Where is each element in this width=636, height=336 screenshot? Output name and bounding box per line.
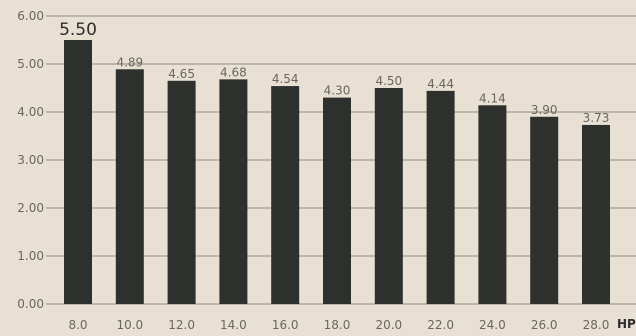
bar	[478, 105, 507, 304]
x-tick-label: 8.0	[68, 318, 87, 332]
bar-value-label: 4.65	[168, 67, 195, 81]
bar-value-label: 4.44	[427, 77, 454, 91]
x-tick-label: 16.0	[272, 318, 299, 332]
bar-value-label: 4.68	[220, 65, 247, 79]
x-tick-label: 12.0	[168, 318, 195, 332]
y-tick-label: 4.00	[17, 105, 44, 119]
bar-value-label: 4.50	[375, 74, 402, 88]
y-tick-label: 6.00	[17, 9, 44, 23]
bars	[64, 40, 610, 305]
bar	[426, 90, 455, 304]
y-tick-label: 0.00	[17, 297, 44, 311]
data-labels: 5.50 4.89 4.65 4.68 4.54 4.30 4.50 4.44 4.14 3.90…	[59, 20, 609, 125]
bar-value-label: 3.90	[531, 103, 558, 117]
bar	[64, 40, 92, 304]
x-tick-label: 24.0	[479, 318, 506, 332]
bar	[167, 80, 196, 304]
y-tick-label: 2.00	[17, 201, 44, 215]
y-tick-label: 1.00	[17, 249, 44, 263]
x-tick-label: 18.0	[324, 318, 351, 332]
y-tick-label: 3.00	[17, 153, 44, 167]
bar	[582, 124, 610, 305]
x-tick-label: 14.0	[220, 318, 247, 332]
x-tick-label: 22.0	[427, 318, 454, 332]
x-tick-label: 10.0	[116, 318, 143, 332]
bar	[271, 86, 300, 304]
x-axis-unit-label: HP	[617, 317, 636, 331]
x-axis-ticks: 8.0 10.0 12.0 14.0 16.0 18.0 20.0 22.0 24.0 26.0 2…	[68, 318, 609, 332]
x-tick-label: 28.0	[583, 318, 610, 332]
y-axis-ticks: 0.00 1.00 2.00 3.00 4.00 5.00 6.00	[17, 9, 44, 311]
bar-value-label: 4.89	[116, 55, 143, 69]
bar-value-label: 4.54	[272, 72, 299, 86]
x-tick-label: 26.0	[531, 318, 558, 332]
bar	[374, 88, 403, 304]
x-tick-label: 20.0	[375, 318, 402, 332]
bar	[530, 116, 559, 304]
bar-value-label: 5.50	[59, 20, 97, 40]
y-tick-label: 5.00	[17, 57, 44, 71]
bar-value-label: 3.73	[583, 111, 610, 125]
bar-value-label: 4.30	[324, 84, 351, 98]
bar-value-label: 4.14	[479, 91, 506, 105]
bar	[219, 79, 248, 304]
bar	[323, 97, 351, 304]
bar	[115, 69, 144, 304]
